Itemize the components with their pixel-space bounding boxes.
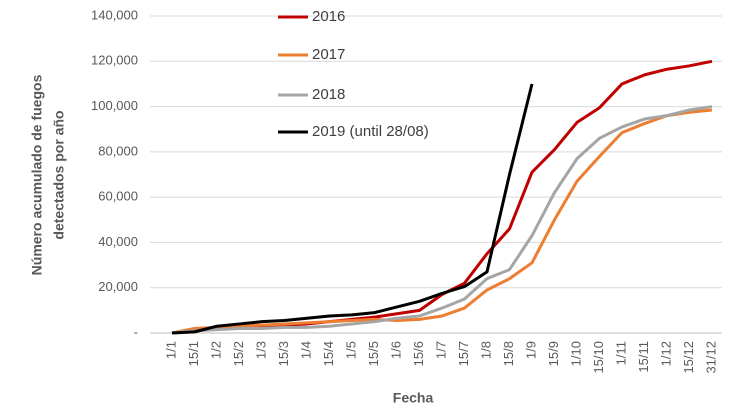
x-tick-label: 1/12 bbox=[658, 341, 673, 366]
series-line bbox=[171, 83, 534, 335]
x-tick-label: 1/11 bbox=[613, 341, 628, 365]
y-tick-label: - bbox=[134, 324, 138, 339]
x-tick-label: 15/9 bbox=[546, 341, 561, 366]
series-line bbox=[171, 105, 713, 335]
y-tick-label: 60,000 bbox=[98, 189, 138, 204]
legend-label: 2017 bbox=[312, 46, 345, 63]
x-tick-label: 1/7 bbox=[433, 341, 448, 359]
x-tick-label: 15/3 bbox=[276, 341, 291, 366]
series-line bbox=[171, 108, 713, 335]
x-tick-label: 31/12 bbox=[703, 341, 718, 374]
y-tick-label: 120,000 bbox=[91, 53, 138, 68]
y-tick-label: 140,000 bbox=[91, 7, 138, 22]
y-axis-title: Número acumulado de fuegos bbox=[29, 74, 45, 275]
x-tick-label: 1/8 bbox=[478, 341, 493, 359]
x-tick-label: 15/11 bbox=[636, 341, 651, 373]
x-tick-label: 1/5 bbox=[343, 341, 358, 359]
y-tick-label: 40,000 bbox=[98, 234, 138, 249]
x-tick-label: 15/12 bbox=[681, 341, 696, 374]
x-tick-label: 15/4 bbox=[321, 341, 336, 366]
y-axis-title: detectados por año bbox=[51, 110, 67, 239]
x-tick-label: 1/1 bbox=[163, 341, 178, 359]
x-tick-label: 1/3 bbox=[253, 341, 268, 359]
y-tick-label: 80,000 bbox=[98, 143, 138, 158]
x-tick-label: 1/10 bbox=[568, 341, 583, 366]
legend-label: 2016 bbox=[312, 8, 345, 25]
x-tick-label: 15/5 bbox=[366, 341, 381, 366]
x-tick-label: 1/2 bbox=[208, 341, 223, 359]
x-tick-label: 1/6 bbox=[388, 341, 403, 359]
x-tick-label: 15/7 bbox=[456, 341, 471, 366]
x-tick-label: 1/9 bbox=[523, 341, 538, 359]
y-tick-label: 100,000 bbox=[91, 98, 138, 113]
x-tick-label: 15/6 bbox=[411, 341, 426, 366]
y-tick-label: 20,000 bbox=[98, 279, 138, 294]
x-tick-label: 15/8 bbox=[501, 341, 516, 366]
legend-label: 2019 (until 28/08) bbox=[312, 123, 429, 140]
x-tick-label: 1/4 bbox=[298, 341, 313, 359]
x-tick-label: 15/2 bbox=[231, 341, 246, 366]
x-tick-label: 15/10 bbox=[591, 341, 606, 374]
legend-label: 2018 bbox=[312, 86, 345, 103]
x-axis-title: Fecha bbox=[393, 390, 434, 406]
x-tick-label: 15/1 bbox=[186, 341, 201, 366]
